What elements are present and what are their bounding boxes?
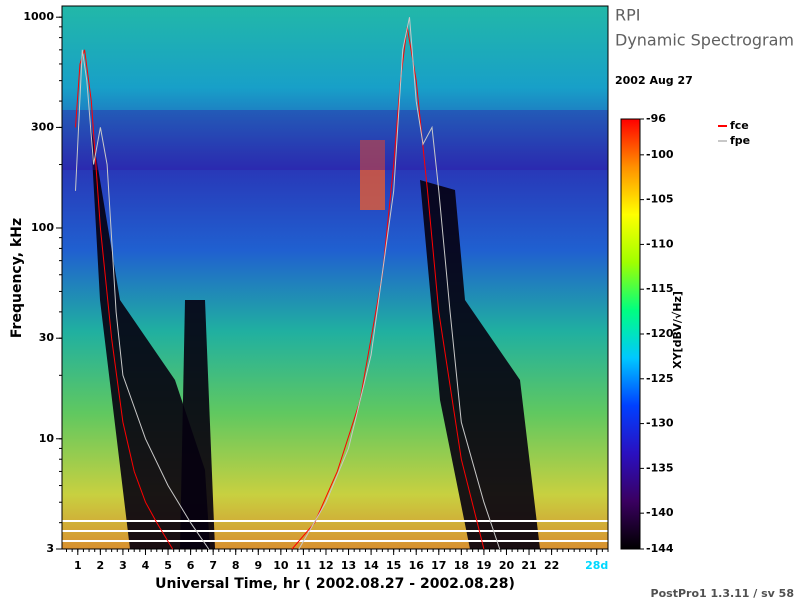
y-tick-label: 10: [39, 432, 55, 445]
y-tick-label: 1000: [23, 10, 54, 23]
x-tick-label: 7: [209, 559, 217, 572]
y-axis-title: Frequency, kHz: [9, 218, 25, 338]
colorbar-tick-label: -144: [646, 542, 674, 555]
colorbar-tick-label: -140: [646, 506, 674, 519]
legend-label: fce: [730, 119, 749, 132]
colorbar-tick-label: -96: [646, 112, 666, 125]
x-tick-label: 17: [431, 559, 446, 572]
footer: PostPro1 1.3.11 / sv 58: [651, 587, 794, 600]
x-tick-label: 11: [296, 559, 311, 572]
colorbar-tick-label: -100: [646, 148, 674, 161]
title: RPI: [615, 6, 640, 25]
colorbar-tick-label: -120: [646, 327, 674, 340]
x-tick-label: 28d: [585, 559, 608, 572]
colorbar: [620, 118, 641, 550]
y-tick-label: 3: [46, 542, 54, 555]
x-tick-label: 13: [341, 559, 356, 572]
colorbar-tick-label: -105: [646, 193, 674, 206]
x-axis-title: Universal Time, hr ( 2002.08.27 - 2002.0…: [155, 576, 515, 592]
colorbar-tick-label: -135: [646, 461, 674, 474]
colorbar-title: XY[dBV/√Hz]: [671, 291, 684, 369]
subtitle: Dynamic Spectrogram: [615, 31, 794, 50]
colorbar-tick-label: -115: [646, 282, 674, 295]
plot-frame: [61, 5, 609, 550]
y-tick-label: 100: [31, 221, 54, 234]
date: 2002 Aug 27: [615, 74, 693, 87]
x-tick-label: 16: [409, 559, 425, 572]
x-tick-label: 18: [454, 559, 469, 572]
x-tick-label: 21: [521, 559, 536, 572]
y-tick-label: 300: [31, 120, 54, 133]
x-tick-label: 12: [318, 559, 333, 572]
line-fpe: [75, 17, 501, 550]
x-tick-label: 4: [142, 559, 150, 572]
x-tick-label: 1: [74, 559, 82, 572]
x-tick-label: 6: [187, 559, 195, 572]
y-tick-label: 30: [39, 331, 55, 344]
x-tick-label: 5: [164, 559, 172, 572]
x-tick-label: 8: [232, 559, 240, 572]
colorbar-tick-label: -130: [646, 417, 674, 430]
x-tick-label: 19: [476, 559, 491, 572]
x-tick-label: 22: [544, 559, 559, 572]
colorbar-tick-label: -125: [646, 372, 674, 385]
x-tick-label: 9: [254, 559, 262, 572]
spectrogram-image: [62, 6, 608, 549]
x-tick-label: 14: [363, 559, 379, 572]
colorbar-tick-label: -110: [646, 237, 674, 250]
x-tick-label: 20: [499, 559, 515, 572]
legend-label: fpe: [730, 134, 750, 147]
x-tick-label: 15: [386, 559, 401, 572]
x-tick-label: 2: [97, 559, 105, 572]
x-tick-label: 3: [119, 559, 127, 572]
x-tick-label: 10: [273, 559, 289, 572]
